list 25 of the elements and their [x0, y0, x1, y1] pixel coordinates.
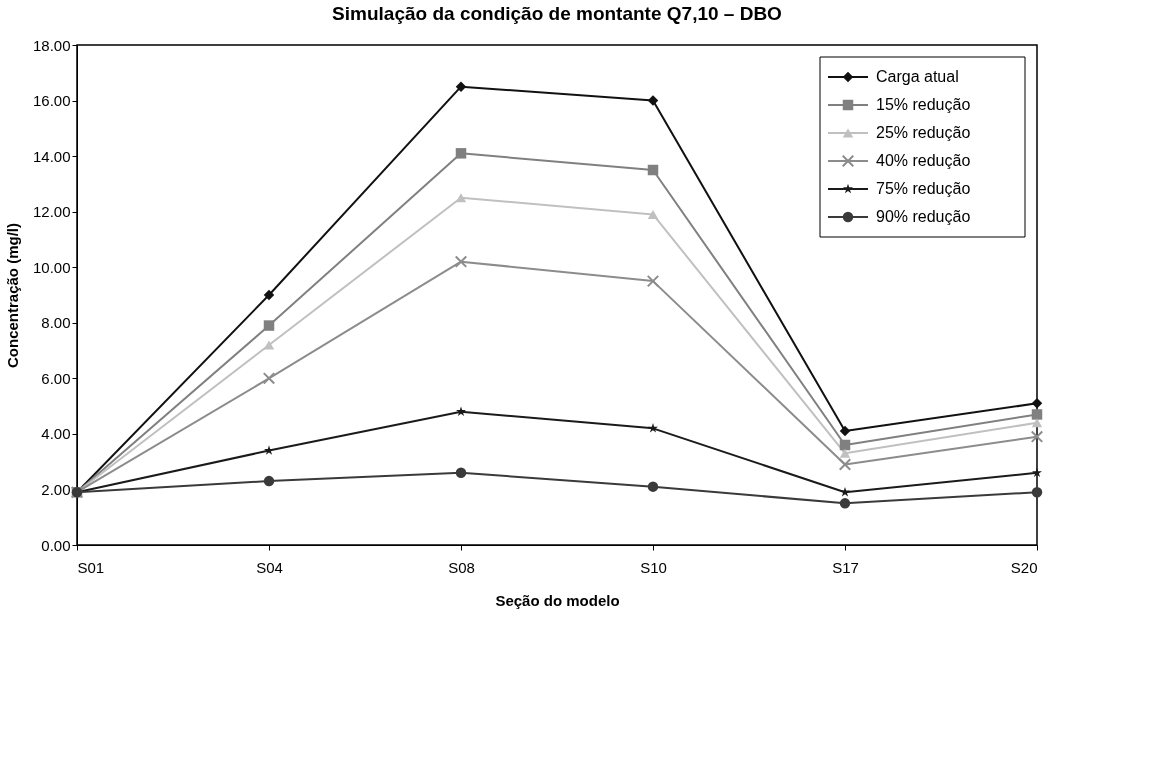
y-tick-label: 10.00 [32, 258, 71, 276]
x-tick-label: S10 [640, 558, 667, 576]
x-axis-title: Seção do modelo [495, 591, 620, 609]
y-tick-label: 6.00 [41, 369, 71, 387]
x-tick-label: S20 [1010, 558, 1038, 576]
legend-label: Carga atual [876, 68, 959, 85]
legend-label: 40% redução [876, 152, 971, 169]
y-tick-label: 0.00 [41, 536, 71, 554]
y-tick-label: 8.00 [41, 314, 71, 332]
y-tick-label: 14.00 [32, 147, 71, 165]
y-tick-label: 4.00 [41, 425, 71, 443]
legend-label: 75% redução [876, 180, 971, 197]
y-tick-label: 16.00 [32, 92, 71, 110]
y-tick-label: 18.00 [32, 36, 71, 54]
x-tick-label: S01 [77, 558, 105, 576]
x-tick-label: S04 [256, 558, 283, 576]
chart-title: Simulação da condição de montante Q7,10 – DBO [332, 3, 782, 24]
y-axis-title: Concentração (mg/l) [3, 222, 21, 369]
y-tick-label: 12.00 [32, 203, 71, 221]
x-tick-label: S17 [832, 558, 859, 576]
legend-label: 90% redução [876, 208, 971, 225]
legend-label: 15% redução [876, 96, 971, 113]
legend-label: 25% redução [876, 124, 971, 141]
x-tick-label: S08 [448, 558, 475, 576]
y-tick-label: 2.00 [41, 480, 71, 498]
